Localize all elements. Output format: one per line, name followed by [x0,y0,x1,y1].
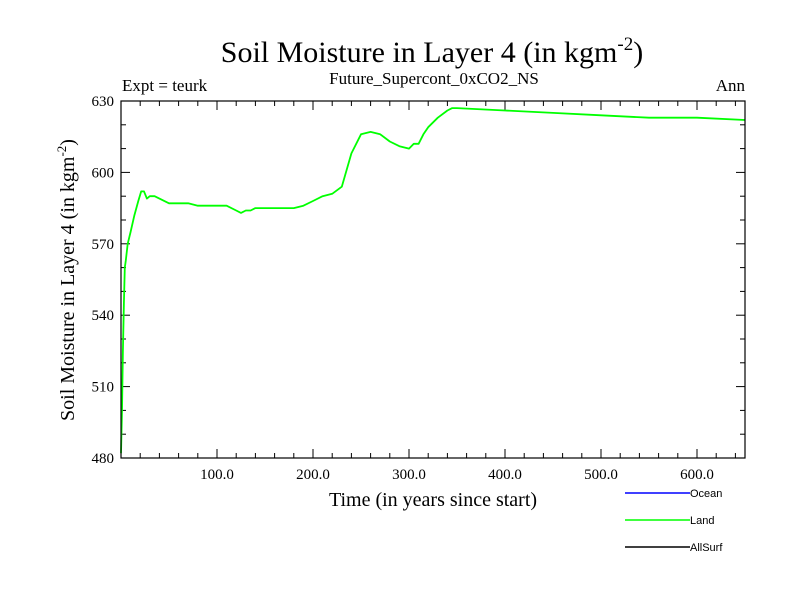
y-tick-label: 570 [92,237,115,253]
legend-label-allsurf: AllSurf [690,542,723,554]
chart-subtitle: Future_Supercont_0xCO2_NS [329,69,539,88]
x-tick-label: 400.0 [488,467,522,483]
legend: Ocean Land AllSurf [625,488,723,554]
x-tick-label: 600.0 [680,467,714,483]
x-tick-label: 100.0 [200,467,234,483]
y-tick-label: 510 [92,380,115,396]
y-tick-label: 480 [92,451,115,467]
experiment-label: Expt = teurk [122,76,208,95]
legend-label-ocean: Ocean [690,488,722,500]
plot-frame [120,100,746,459]
x-tick-label: 300.0 [392,467,426,483]
y-tick-label: 630 [92,94,115,110]
y-axis-label: Soil Moisture in Layer 4 (in kgm-2) [54,139,79,421]
x-tick-label: 200.0 [296,467,330,483]
x-tick-label: 500.0 [584,467,618,483]
x-axis-label: Time (in years since start) [329,489,537,511]
plot-area: 100.0 200.0 300.0 400.0 500.0 600.0 480 510 540 5… [92,94,746,483]
y-tick-label: 600 [92,165,115,181]
series-line-land [120,107,746,454]
legend-label-land: Land [690,515,714,527]
chart-title: Soil Moisture in Layer 4 (in kgm-2) [221,34,643,69]
season-label: Ann [716,76,746,95]
y-tick-label: 540 [92,308,115,324]
